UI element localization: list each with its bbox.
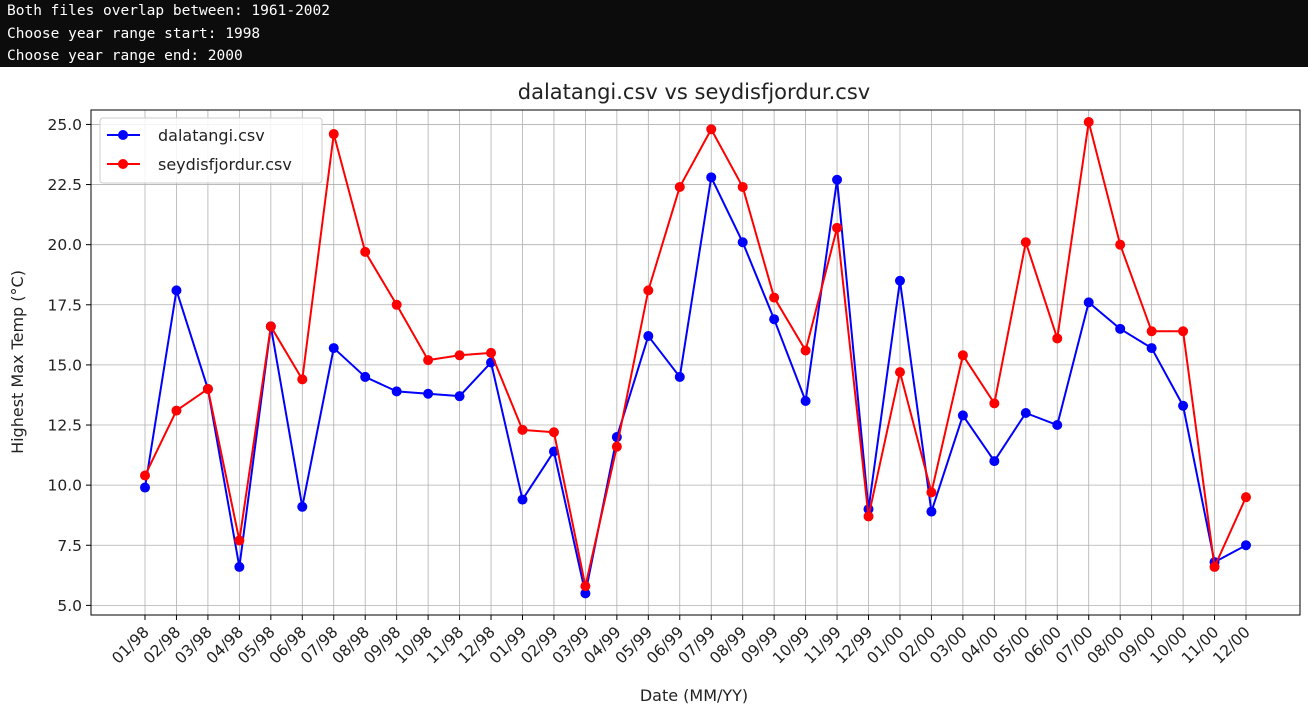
data-point-dalatangi xyxy=(832,174,843,185)
data-point-dalatangi xyxy=(140,482,150,493)
data-point-seydisfjordur xyxy=(360,246,371,257)
data-point-seydisfjordur xyxy=(989,398,1000,409)
data-point-seydisfjordur xyxy=(265,321,276,332)
data-point-dalatangi xyxy=(800,395,811,406)
data-point-seydisfjordur xyxy=(391,299,402,310)
y-tick-label: 25.0 xyxy=(47,116,82,134)
data-point-seydisfjordur xyxy=(1052,333,1063,344)
data-point-dalatangi xyxy=(1146,343,1157,354)
y-tick-label: 22.5 xyxy=(47,176,82,194)
data-point-dalatangi xyxy=(894,275,905,286)
y-tick-label: 20.0 xyxy=(47,236,82,254)
y-tick-label: 7.5 xyxy=(57,537,82,555)
data-point-seydisfjordur xyxy=(580,581,591,592)
data-point-dalatangi xyxy=(1115,323,1126,334)
data-point-dalatangi xyxy=(328,343,339,354)
legend-marker-dalatangi xyxy=(118,130,128,140)
data-point-dalatangi xyxy=(297,501,308,512)
chart-title: dalatangi.csv vs seydisfjordur.csv xyxy=(518,80,870,104)
data-point-seydisfjordur xyxy=(926,487,937,498)
data-point-seydisfjordur xyxy=(894,367,905,378)
data-point-seydisfjordur xyxy=(171,405,182,416)
data-point-dalatangi xyxy=(1241,540,1251,551)
data-point-seydisfjordur xyxy=(486,347,497,358)
legend: dalatangi.csv seydisfjordur.csv xyxy=(99,117,323,184)
plot-frame xyxy=(90,109,1301,616)
data-point-dalatangi xyxy=(1083,297,1094,308)
console-line-end: Choose year range end: 2000 xyxy=(7,48,243,64)
y-tick-label: 10.0 xyxy=(47,477,82,495)
data-point-seydisfjordur xyxy=(234,535,245,546)
data-point-seydisfjordur xyxy=(674,181,685,192)
series-group xyxy=(140,117,1251,599)
legend-label-seydisfjordur: seydisfjordur.csv xyxy=(158,155,292,174)
data-point-dalatangi xyxy=(674,371,685,382)
data-point-dalatangi xyxy=(234,561,245,572)
y-tick-label: 15.0 xyxy=(47,356,82,374)
data-point-dalatangi xyxy=(517,494,528,505)
data-point-seydisfjordur xyxy=(643,285,654,296)
data-point-seydisfjordur xyxy=(1115,239,1126,250)
data-point-seydisfjordur xyxy=(328,129,339,140)
data-point-dalatangi xyxy=(423,388,434,399)
data-point-dalatangi xyxy=(926,506,937,517)
data-point-dalatangi xyxy=(1020,408,1031,418)
y-tick-label: 12.5 xyxy=(47,417,82,435)
data-point-seydisfjordur xyxy=(737,181,748,192)
data-point-dalatangi xyxy=(769,314,780,325)
data-point-seydisfjordur xyxy=(863,511,874,522)
data-point-dalatangi xyxy=(737,237,748,248)
legend-marker-seydisfjordur xyxy=(118,159,128,169)
data-point-dalatangi xyxy=(580,588,591,599)
data-point-seydisfjordur xyxy=(1146,326,1157,337)
data-point-seydisfjordur xyxy=(454,350,465,361)
x-axis-label: Date (MM/YY) xyxy=(640,686,748,705)
data-point-dalatangi xyxy=(706,172,717,183)
y-tick-label: 5.0 xyxy=(57,597,82,615)
data-point-seydisfjordur xyxy=(1020,237,1031,248)
series-line-seydisfjordur xyxy=(144,121,1247,588)
data-point-seydisfjordur xyxy=(1178,326,1189,337)
data-point-seydisfjordur xyxy=(140,470,150,481)
data-point-seydisfjordur xyxy=(1209,561,1220,572)
data-point-dalatangi xyxy=(957,410,968,421)
data-point-seydisfjordur xyxy=(769,292,780,303)
data-point-seydisfjordur xyxy=(517,424,528,435)
legend-box xyxy=(99,117,323,184)
data-point-seydisfjordur xyxy=(202,383,213,394)
console-line-overlap: Both files overlap between: 1961-2002 xyxy=(7,3,331,19)
y-axis-label: Highest Max Temp (°C) xyxy=(8,270,27,454)
data-point-seydisfjordur xyxy=(832,222,843,233)
data-point-dalatangi xyxy=(391,386,402,397)
series-line-dalatangi xyxy=(144,176,1247,595)
x-axis: 01/9802/9803/9804/9805/9806/9807/9808/98… xyxy=(109,615,1254,667)
data-point-dalatangi xyxy=(454,391,465,402)
console-output: Both files overlap between: 1961-2002 Ch… xyxy=(0,0,1308,67)
data-point-dalatangi xyxy=(643,331,654,342)
data-point-seydisfjordur xyxy=(706,124,717,135)
data-point-seydisfjordur xyxy=(1083,117,1094,128)
data-point-dalatangi xyxy=(989,456,1000,467)
legend-label-dalatangi: dalatangi.csv xyxy=(158,126,265,145)
data-point-seydisfjordur xyxy=(957,350,968,361)
data-point-seydisfjordur xyxy=(297,374,308,385)
data-point-dalatangi xyxy=(171,285,182,296)
data-point-seydisfjordur xyxy=(611,441,622,452)
grid xyxy=(91,110,1300,615)
data-point-seydisfjordur xyxy=(1241,492,1251,503)
y-tick-label: 17.5 xyxy=(47,296,82,314)
data-point-dalatangi xyxy=(360,371,371,382)
y-axis: 5.0 7.5 10.0 12.5 15.0 17.5 20.0 22.5 25.0 xyxy=(47,116,91,615)
data-point-seydisfjordur xyxy=(800,345,811,356)
data-point-dalatangi xyxy=(1178,400,1189,411)
data-point-seydisfjordur xyxy=(423,355,434,366)
data-point-seydisfjordur xyxy=(548,427,559,438)
data-point-dalatangi xyxy=(1052,420,1063,431)
console-line-start: Choose year range start: 1998 xyxy=(7,25,261,42)
line-chart: dalatangi.csv vs seydisfjordur.csv 5.0 7.… xyxy=(8,80,1301,705)
